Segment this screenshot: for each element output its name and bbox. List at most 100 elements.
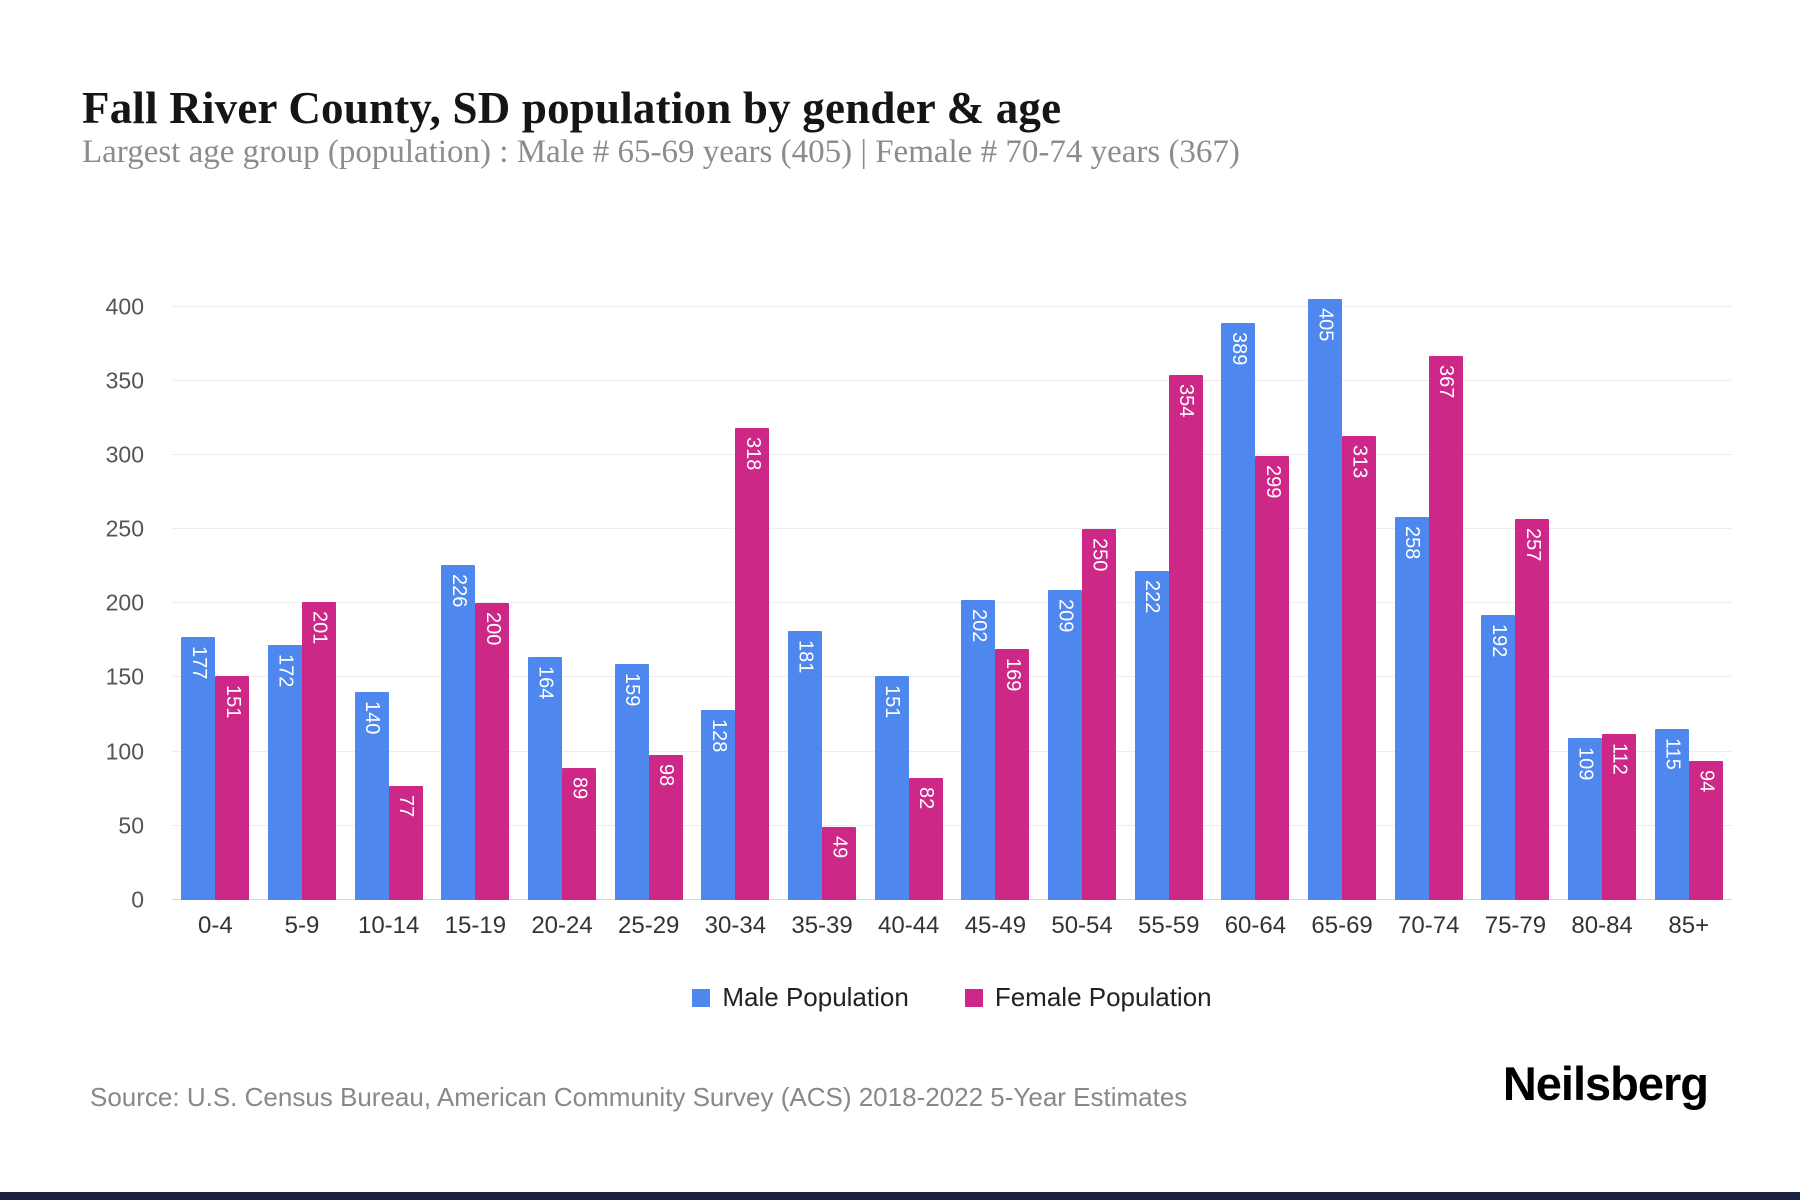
bar-value-label: 181	[794, 640, 817, 674]
bar-female-60-64: 299	[1255, 456, 1290, 900]
x-tick-label-30-34: 30-34	[704, 912, 767, 939]
bar-value-label: 164	[534, 665, 557, 700]
legend-swatch-male-icon	[692, 988, 711, 1007]
x-tick-label-0-4: 0-4	[197, 912, 233, 939]
bar-female-80-84: 112	[1602, 733, 1637, 900]
bar-group-80-84: 109 112	[1559, 265, 1646, 900]
bar-group-30-34: 128 318	[692, 265, 779, 900]
bar-female-30-34: 318	[735, 428, 770, 900]
bar-group-60-64: 389 299	[1212, 265, 1299, 900]
x-tick-label-75-79: 75-79	[1484, 912, 1547, 939]
bar-group-10-14: 140 77	[345, 265, 432, 900]
bar-value-label: 112	[1608, 742, 1631, 775]
bar-male-25-29: 159	[614, 664, 649, 900]
bar-male-55-59: 222	[1134, 570, 1169, 900]
bar-female-50-54: 250	[1082, 529, 1117, 900]
bar-value-label: 318	[741, 437, 764, 471]
y-tick-label-50: 50	[118, 812, 144, 839]
bar-value-label: 209	[1054, 598, 1077, 633]
bar-female-70-74: 367	[1428, 355, 1463, 900]
plot-area: 177 151 172 201 140 77 226 200 164 89 159 98 128 318 1…	[172, 265, 1732, 900]
bar-group-5-9: 172 201	[259, 265, 346, 900]
x-tick-label-80-84: 80-84	[1571, 912, 1633, 939]
bar-female-0-4: 151	[215, 675, 250, 900]
bar-value-label: 354	[1175, 383, 1198, 418]
bar-group-0-4: 177 151	[172, 265, 259, 900]
bar-value-label: 200	[481, 612, 504, 646]
bar-value-label: 258	[1401, 526, 1424, 560]
bar-female-15-19: 200	[475, 603, 510, 900]
bar-male-5-9: 172	[268, 644, 302, 900]
gridline-0	[172, 899, 1732, 900]
bar-group-25-29: 159 98	[605, 265, 692, 900]
bar-female-35-39: 49	[822, 827, 857, 900]
bar-value-label: 151	[221, 684, 244, 719]
bar-value-label: 250	[1088, 538, 1111, 572]
bar-male-70-74: 258	[1394, 517, 1429, 900]
bar-female-75-79: 257	[1515, 518, 1550, 900]
bar-value-label: 405	[1314, 308, 1337, 342]
y-tick-label-0: 0	[131, 886, 144, 913]
x-tick-label-15-19: 15-19	[444, 912, 507, 939]
bar-value-label: 389	[1227, 331, 1250, 366]
legend-label-female: Female Population	[994, 982, 1212, 1012]
gridline-400	[172, 305, 1732, 307]
y-tick-label-200: 200	[105, 589, 144, 616]
x-tick-label-25-29: 25-29	[618, 912, 680, 939]
bar-value-label: 192	[1487, 624, 1510, 658]
gridline-100	[172, 750, 1732, 752]
x-tick-label-40-44: 40-44	[878, 912, 940, 939]
bar-female-45-49: 169	[995, 649, 1030, 900]
x-tick-label-50-54: 50-54	[1051, 912, 1113, 939]
bar-female-55-59: 354	[1168, 374, 1203, 900]
bar-female-5-9: 201	[302, 601, 336, 900]
bar-value-label: 128	[707, 719, 730, 753]
bar-value-label: 89	[568, 776, 591, 800]
brand-logo: Neilsberg	[1502, 1057, 1709, 1110]
bar-male-45-49: 202	[961, 600, 996, 900]
bar-female-65-69: 313	[1342, 435, 1377, 900]
bar-female-10-14: 77	[388, 785, 423, 900]
gridline-50	[172, 824, 1732, 826]
bar-male-85+: 115	[1654, 729, 1689, 900]
bar-female-40-44: 82	[908, 778, 943, 900]
bar-value-label: 172	[274, 653, 297, 688]
gridline-300	[172, 453, 1732, 455]
gridline-350	[172, 379, 1732, 381]
bar-value-label: 94	[1695, 769, 1718, 792]
y-tick-label-250: 250	[105, 515, 144, 542]
bar-group-20-24: 164 89	[519, 265, 606, 900]
bar-value-label: 115	[1661, 738, 1684, 771]
bar-value-label: 313	[1348, 444, 1371, 478]
legend-item-male[interactable]: Male Population	[692, 982, 909, 1013]
bar-male-10-14: 140	[354, 692, 389, 900]
x-tick-label-65-69: 65-69	[1311, 912, 1373, 939]
bar-group-50-54: 209 250	[1039, 265, 1126, 900]
x-tick-label-20-24: 20-24	[531, 912, 593, 939]
x-tick-label-55-59: 55-59	[1138, 912, 1200, 939]
chart-subtitle: Largest age group (population) : Male # …	[82, 134, 1240, 170]
gridline-200	[172, 602, 1732, 604]
bar-value-label: 169	[1001, 658, 1024, 692]
bar-group-65-69: 405 313	[1299, 265, 1386, 900]
bar-value-label: 77	[395, 794, 418, 818]
bar-value-label: 226	[447, 573, 470, 608]
chart-title: Fall River County, SD population by gend…	[82, 83, 1062, 134]
legend-item-female[interactable]: Female Population	[964, 982, 1212, 1013]
y-tick-label-100: 100	[105, 738, 144, 765]
bar-value-label: 367	[1435, 364, 1458, 398]
legend-label-male: Male Population	[722, 982, 909, 1012]
gridline-150	[172, 676, 1732, 678]
bar-male-50-54: 209	[1048, 589, 1083, 900]
bar-group-55-59: 222 354	[1125, 265, 1212, 900]
legend-swatch-female-icon	[964, 988, 983, 1007]
x-tick-label-5-9: 5-9	[284, 912, 320, 939]
bar-female-20-24: 89	[562, 767, 597, 900]
source-note: Source: U.S. Census Bureau, American Com…	[90, 1082, 1188, 1112]
bar-group-75-79: 192 257	[1472, 265, 1559, 900]
bar-male-65-69: 405	[1308, 299, 1343, 900]
bar-female-25-29: 98	[648, 754, 683, 900]
bar-male-60-64: 389	[1221, 322, 1256, 900]
bar-value-label: 222	[1141, 579, 1164, 614]
y-tick-label-150: 150	[105, 663, 144, 690]
